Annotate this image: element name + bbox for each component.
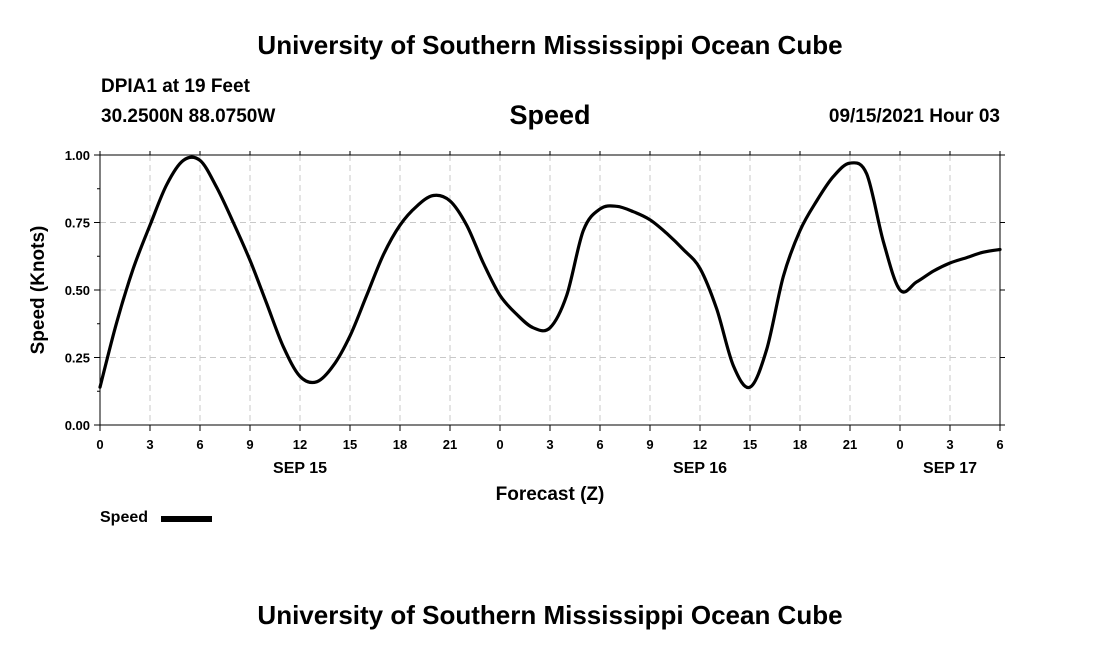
legend-line-swatch	[161, 516, 212, 522]
x-date-label: SEP 15	[273, 460, 327, 477]
station-coordinates: 30.2500N 88.0750W	[101, 106, 276, 127]
y-tick-label: 1.00	[65, 148, 90, 163]
y-axis-title: Speed (Knots)	[28, 226, 49, 355]
x-tick-label: 0	[496, 437, 503, 452]
y-tick-label: 0.25	[65, 351, 90, 366]
x-tick-label: 0	[896, 437, 903, 452]
legend-label: Speed	[100, 509, 149, 526]
x-tick-label: 6	[196, 437, 203, 452]
issued-time: 09/15/2021 Hour 03	[828, 106, 1000, 127]
x-date-label: SEP 17	[923, 460, 977, 477]
x-tick-label: 3	[546, 437, 553, 452]
variable-title: Speed	[509, 100, 591, 130]
x-tick-label: 6	[596, 437, 603, 452]
chart-title-bottom: University of Southern Mississippi Ocean…	[257, 600, 843, 630]
station-label: DPIA1 at 19 Feet	[101, 76, 250, 97]
speed-series-line	[98, 155, 1002, 390]
x-tick-label: 21	[843, 437, 857, 452]
x-tick-label: 9	[646, 437, 653, 452]
x-tick-label: 15	[343, 437, 357, 452]
x-tick-label: 3	[946, 437, 953, 452]
x-tick-label: 18	[793, 437, 807, 452]
x-tick-label: 18	[393, 437, 407, 452]
x-tick-label: 15	[743, 437, 757, 452]
y-tick-label: 0.00	[65, 418, 90, 433]
y-tick-label: 0.50	[65, 283, 90, 298]
x-axis-title: Forecast (Z)	[496, 484, 605, 505]
chart-title-top: University of Southern Mississippi Ocean…	[257, 30, 843, 60]
x-date-label: SEP 16	[673, 460, 727, 477]
y-tick-label: 0.75	[65, 216, 90, 231]
x-tick-label: 6	[996, 437, 1003, 452]
x-tick-label: 0	[96, 437, 103, 452]
x-tick-label: 12	[693, 437, 707, 452]
x-tick-label: 3	[146, 437, 153, 452]
x-tick-label: 21	[443, 437, 457, 452]
x-tick-label: 12	[293, 437, 307, 452]
x-tick-label: 9	[246, 437, 253, 452]
